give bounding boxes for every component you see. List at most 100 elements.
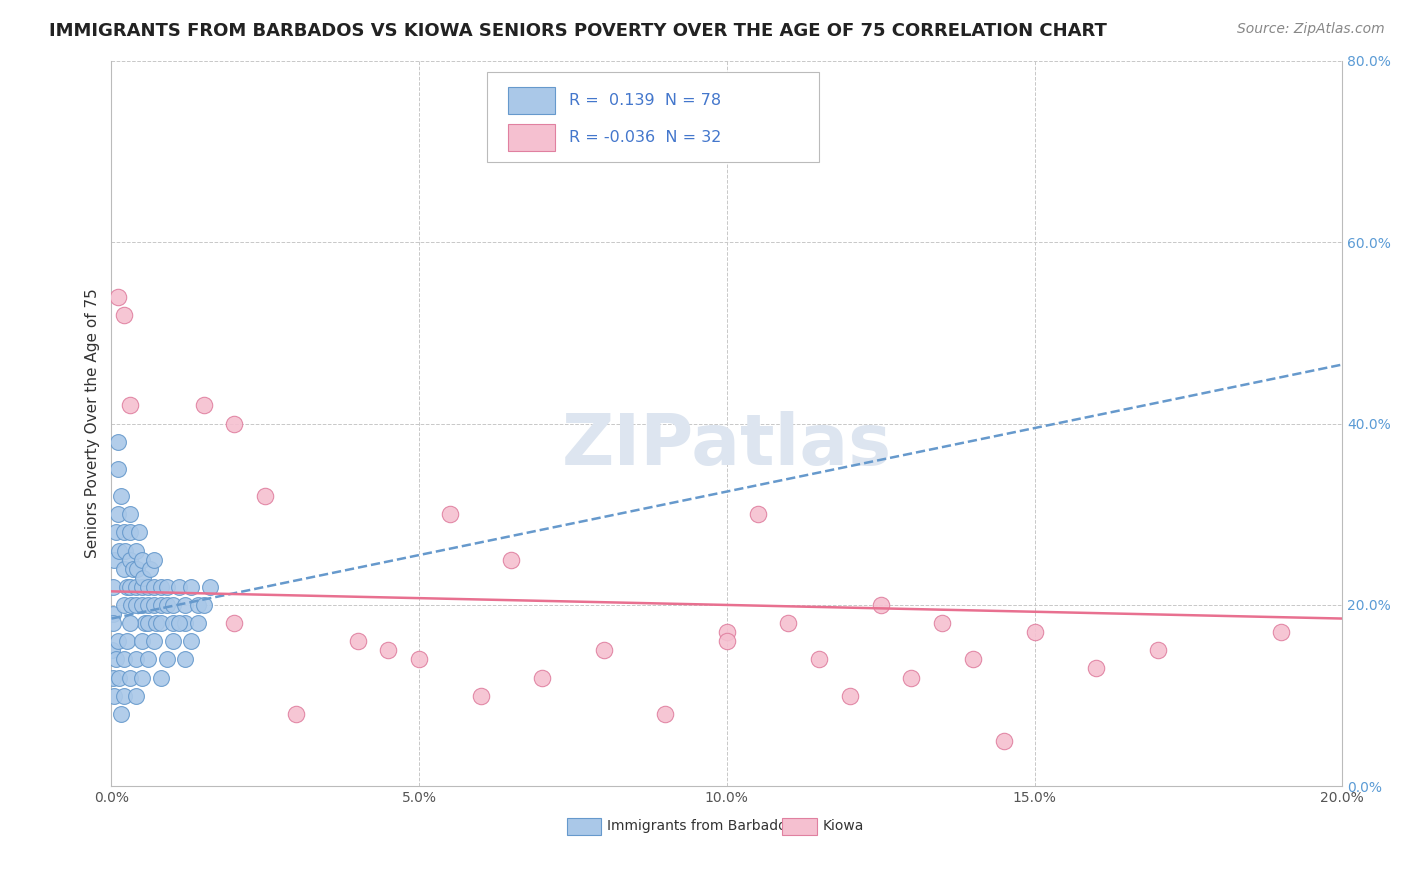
Point: [138, 652, 160, 666]
Point: [408, 652, 430, 666]
Point: [134, 616, 156, 631]
Point: [125, 543, 148, 558]
Point: [105, 525, 128, 540]
Point: [120, 598, 142, 612]
Point: [654, 706, 676, 721]
Point: [125, 689, 148, 703]
Point: [112, 562, 135, 576]
FancyBboxPatch shape: [782, 818, 817, 835]
Point: [107, 634, 129, 648]
Point: [127, 562, 149, 576]
Point: [103, 552, 125, 566]
Point: [149, 671, 172, 685]
Point: [149, 616, 172, 631]
Point: [377, 643, 399, 657]
Point: [778, 616, 800, 631]
Point: [112, 689, 135, 703]
Point: [501, 552, 523, 566]
Point: [180, 634, 202, 648]
Point: [193, 398, 215, 412]
Point: [143, 598, 166, 612]
Point: [993, 734, 1015, 748]
Point: [138, 580, 160, 594]
Point: [107, 671, 129, 685]
Point: [138, 598, 160, 612]
Point: [254, 489, 277, 503]
Point: [531, 671, 554, 685]
FancyBboxPatch shape: [486, 71, 820, 162]
Point: [131, 671, 153, 685]
Point: [107, 543, 129, 558]
Point: [118, 525, 141, 540]
Point: [962, 652, 984, 666]
Point: [118, 671, 141, 685]
Point: [224, 417, 246, 431]
Point: [900, 671, 922, 685]
Point: [716, 634, 738, 648]
Point: [107, 434, 129, 449]
Point: [747, 507, 769, 521]
Point: [101, 671, 124, 685]
Point: [101, 580, 124, 594]
Point: [149, 598, 172, 612]
Point: [131, 580, 153, 594]
Point: [103, 607, 125, 621]
Point: [138, 562, 160, 576]
Text: R =  0.139  N = 78: R = 0.139 N = 78: [569, 93, 721, 108]
Point: [131, 634, 153, 648]
Point: [145, 616, 167, 631]
Point: [174, 652, 197, 666]
Point: [112, 652, 135, 666]
Point: [118, 616, 141, 631]
Point: [156, 580, 179, 594]
Point: [143, 634, 166, 648]
Point: [193, 598, 215, 612]
Point: [1085, 661, 1108, 675]
Point: [131, 598, 153, 612]
Point: [125, 652, 148, 666]
Point: [143, 580, 166, 594]
Point: [149, 580, 172, 594]
Point: [187, 598, 209, 612]
Y-axis label: Seniors Poverty Over the Age of 75: Seniors Poverty Over the Age of 75: [86, 289, 100, 558]
Point: [162, 616, 184, 631]
Point: [118, 552, 141, 566]
Point: [1024, 625, 1046, 640]
Point: [103, 689, 125, 703]
Point: [104, 652, 127, 666]
Point: [470, 689, 492, 703]
Point: [107, 507, 129, 521]
Point: [931, 616, 953, 631]
Point: [128, 525, 150, 540]
Point: [112, 525, 135, 540]
Point: [592, 643, 614, 657]
Point: [118, 507, 141, 521]
Point: [1146, 643, 1168, 657]
Point: [143, 552, 166, 566]
Point: [1270, 625, 1292, 640]
Point: [114, 543, 136, 558]
Point: [112, 598, 135, 612]
Point: [122, 562, 145, 576]
Point: [115, 580, 138, 594]
Point: [198, 580, 221, 594]
Point: [118, 580, 141, 594]
Point: [103, 616, 125, 631]
FancyBboxPatch shape: [567, 818, 602, 835]
Point: [174, 598, 197, 612]
Point: [112, 308, 135, 322]
Text: R = -0.036  N = 32: R = -0.036 N = 32: [569, 130, 721, 145]
Point: [118, 398, 141, 412]
Point: [110, 489, 132, 503]
Point: [869, 598, 891, 612]
Point: [110, 706, 132, 721]
Point: [131, 552, 153, 566]
Point: [156, 652, 179, 666]
Point: [132, 571, 155, 585]
Point: [187, 616, 209, 631]
Point: [115, 634, 138, 648]
Point: [174, 616, 197, 631]
Point: [838, 689, 860, 703]
Point: [808, 652, 831, 666]
Point: [285, 706, 308, 721]
